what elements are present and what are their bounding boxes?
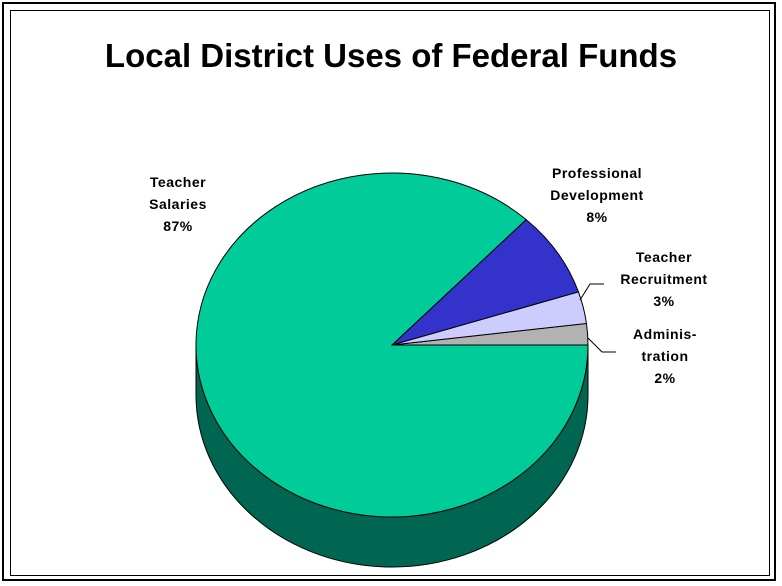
slice-label-teacher-recruitment: Teacher Recruitment 3% xyxy=(620,249,707,309)
slice-label-line: Professional xyxy=(552,165,642,181)
slice-label-line: Teacher xyxy=(636,249,692,265)
leader-lines-layer xyxy=(579,283,616,353)
chart-outer-border xyxy=(2,2,776,581)
pie-slices-layer xyxy=(195,172,589,518)
slice-percent: 3% xyxy=(653,293,674,309)
slice-label-administration: Adminis-tration 2% xyxy=(633,326,697,386)
pie-slice-professional-development xyxy=(391,218,580,346)
pie-slice-teacher-salaries xyxy=(195,172,589,518)
slice-label-line: Salaries xyxy=(149,196,207,212)
slice-labels-layer: Teacher Salaries 87% Professional Developmen… xyxy=(149,165,707,386)
slice-percent: 87% xyxy=(163,218,193,234)
leader-line-teacher-recruitment xyxy=(579,283,604,301)
slice-percent: 2% xyxy=(654,370,675,386)
leader-line-administration xyxy=(587,337,616,353)
chart-inner-border xyxy=(10,10,770,576)
slice-label-line: Development xyxy=(550,187,643,203)
slice-label-professional-development: Professional Development 8% xyxy=(550,165,643,225)
slice-label-line: Recruitment xyxy=(620,271,707,287)
slice-label-line: tration xyxy=(641,348,688,364)
slice-label-line: Adminis- xyxy=(633,326,697,342)
slice-label-teacher-salaries: Teacher Salaries 87% xyxy=(149,174,207,234)
slice-label-line: Teacher xyxy=(150,174,206,190)
slice-percent: 8% xyxy=(586,209,607,225)
chart-title: Local District Uses of Federal Funds xyxy=(104,37,678,74)
